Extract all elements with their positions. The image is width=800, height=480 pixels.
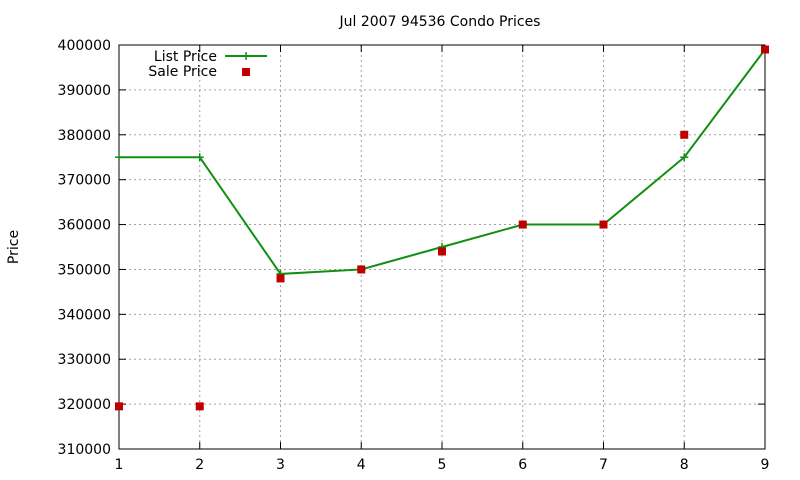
sale-price-point xyxy=(195,402,204,411)
y-tick-label: 330000 xyxy=(58,352,111,368)
x-tick-label: 2 xyxy=(195,457,204,473)
x-tick-label: 7 xyxy=(599,457,608,473)
sale-price-point xyxy=(357,265,366,274)
sale-price-point xyxy=(438,247,446,256)
x-tick-label: 6 xyxy=(518,457,527,473)
x-tick-label: 3 xyxy=(276,457,285,473)
x-tick-label: 5 xyxy=(438,457,447,473)
y-tick-label: 370000 xyxy=(58,173,111,189)
y-tick-label: 400000 xyxy=(58,38,111,54)
axis-ticks: 310000 320000 330000 340000 350000 360000 3700… xyxy=(58,38,770,473)
y-tick-label: 350000 xyxy=(58,262,111,278)
x-tick-label: 8 xyxy=(680,457,689,473)
sale-price-point xyxy=(680,130,689,139)
legend-label-sale-price: Sale Price xyxy=(148,64,217,80)
x-tick-label: 9 xyxy=(761,457,770,473)
legend-label-list-price: List Price xyxy=(154,49,217,65)
legend-marker-sale-price xyxy=(242,68,250,76)
y-tick-label: 310000 xyxy=(58,442,111,458)
x-tick-label: 1 xyxy=(115,457,124,473)
sale-price-point xyxy=(761,45,769,54)
sale-price-point xyxy=(276,274,285,283)
y-tick-label: 380000 xyxy=(58,128,111,144)
chart-title: Jul 2007 94536 Condo Prices xyxy=(339,14,541,30)
y-tick-label: 390000 xyxy=(58,83,111,99)
y-axis-label: Price xyxy=(6,230,22,264)
sale-price-point xyxy=(518,220,527,229)
list-price-point xyxy=(115,153,123,162)
y-tick-label: 340000 xyxy=(58,307,111,323)
series-layer xyxy=(115,45,769,411)
sale-price-point xyxy=(599,220,608,229)
legend-marker-list-price xyxy=(242,52,250,60)
sale-price-point xyxy=(115,402,123,411)
x-tick-label: 4 xyxy=(357,457,366,473)
y-tick-label: 320000 xyxy=(58,397,111,413)
y-tick-label: 360000 xyxy=(58,218,111,234)
list-price-point xyxy=(195,153,204,162)
list-price-point xyxy=(680,153,689,162)
